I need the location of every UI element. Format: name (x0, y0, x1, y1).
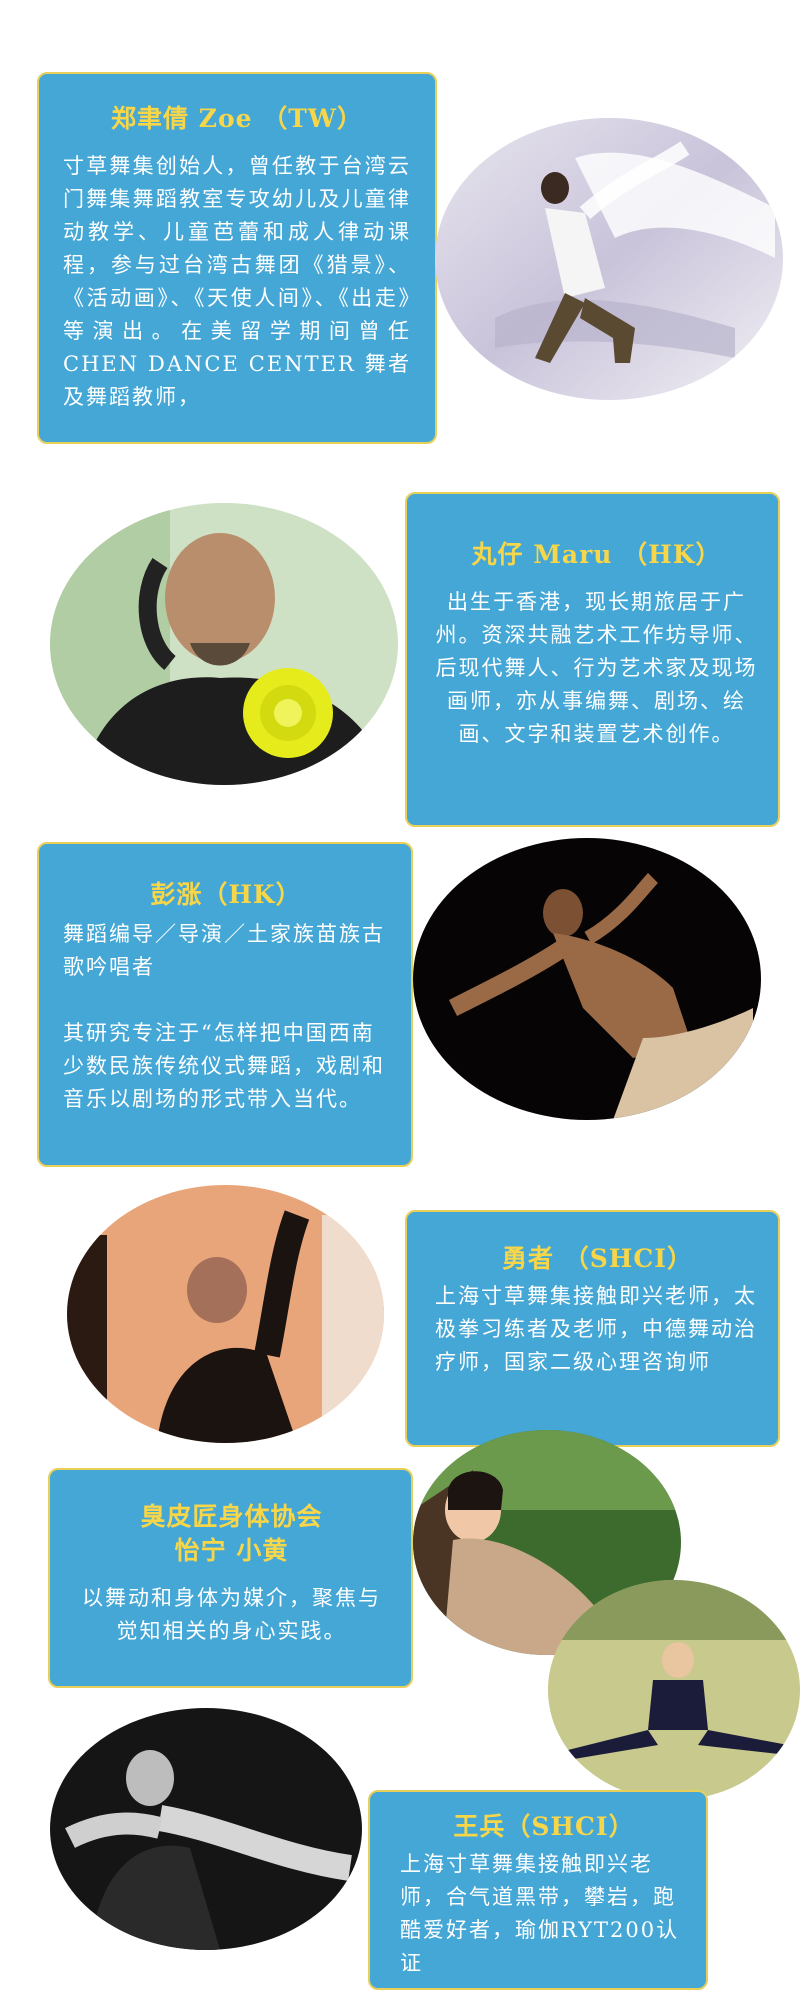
profile-name: 勇者 （SHCI） (502, 1244, 693, 1273)
profile-card-yongzhe: 勇者 （SHCI） 上海寸草舞集接触即兴老师，太极拳习练者及老师，中德舞动治疗师… (405, 1210, 780, 1447)
member-photo-xiaohuang-2 (548, 1580, 800, 1800)
profile-card-peng: 彭涨（HK） 舞蹈编导／导演／土家族苗族古歌吟唱者 其研究专注于“怎样把中国西南… (37, 842, 413, 1167)
profile-bio-research: 其研究专注于“怎样把中国西南少数民族传统仪式舞蹈，戏剧和音乐以剧场的形式带入当代… (63, 1021, 385, 1111)
profile-bio: 以舞动和身体为媒介，聚焦与觉知相关的身心实践。 (82, 1586, 381, 1643)
profile-bio: 寸草舞集创始人，曾任教于台湾云门舞集舞蹈教室专攻幼儿及儿童律动教学、儿童芭蕾和成… (63, 154, 411, 409)
profile-card-maru: 丸仔 Maru （HK） 出生于香港，现长期旅居于广州。资深共融艺术工作坊导师、… (405, 492, 780, 827)
profile-card-wangbing: 王兵（SHCI） 上海寸草舞集接触即兴老师，合气道黑带，攀岩，跑酷爱好者，瑜伽R… (368, 1790, 708, 1990)
dancer-photo-zoe (435, 118, 783, 400)
profile-name-line2: 怡宁 小黄 (174, 1536, 289, 1565)
profile-bio: 舞蹈编导／导演／土家族苗族古歌吟唱者 (63, 922, 385, 979)
profile-bio: 上海寸草舞集接触即兴老师，合气道黑带，攀岩，跑酷爱好者，瑜伽RYT200认证 (400, 1852, 680, 1975)
profile-name: 丸仔 Maru （HK） (471, 540, 722, 569)
dancer-photo-peng (413, 838, 761, 1120)
dancer-photo-yongzhe (67, 1185, 384, 1443)
profile-name: 臭皮匠身体协会 (140, 1502, 323, 1531)
member-photo-wangbing (50, 1708, 362, 1950)
profile-name: 郑聿倩 Zoe （TW） (111, 104, 363, 133)
profile-card-zoe: 郑聿倩 Zoe （TW） 寸草舞集创始人，曾任教于台湾云门舞集舞蹈教室专攻幼儿及… (37, 72, 437, 444)
profile-name: 彭涨（HK） (150, 880, 302, 909)
profile-name: 王兵（SHCI） (453, 1812, 635, 1841)
dancer-photo-maru (50, 503, 398, 785)
profile-card-xiaohuang: 臭皮匠身体协会 怡宁 小黄 以舞动和身体为媒介，聚焦与觉知相关的身心实践。 (48, 1468, 413, 1688)
profile-bio: 出生于香港，现长期旅居于广州。资深共融艺术工作坊导师、后现代舞人、行为艺术家及现… (435, 590, 758, 746)
profile-bio: 上海寸草舞集接触即兴老师，太极拳习练者及老师，中德舞动治疗师，国家二级心理咨询师 (435, 1284, 757, 1374)
